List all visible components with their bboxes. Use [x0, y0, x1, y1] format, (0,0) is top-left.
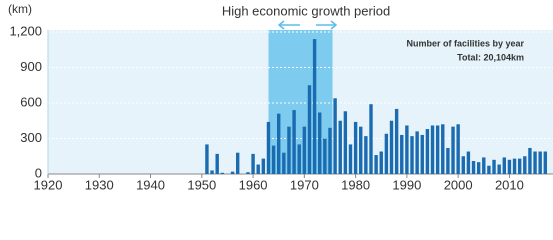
chart: (km) High economic growth period 0 300 600…	[8, 2, 553, 192]
bar	[287, 126, 291, 174]
bar	[359, 126, 363, 174]
x-tick-label: 2010	[495, 177, 524, 192]
bar	[441, 124, 445, 174]
y-tick-label: 600	[20, 94, 42, 109]
bar	[215, 153, 219, 174]
bar	[451, 126, 455, 174]
x-tick-label: 1980	[341, 177, 370, 192]
bar	[528, 147, 532, 174]
y-tick-label: 300	[20, 130, 42, 145]
legend-title: Number of facilities by year	[406, 38, 524, 48]
bar	[256, 164, 260, 174]
bar	[353, 121, 358, 174]
bar	[328, 127, 332, 174]
bar	[333, 98, 337, 174]
x-tick-label: 1970	[290, 177, 319, 192]
bar	[400, 134, 404, 174]
bar	[235, 152, 240, 174]
bar	[318, 112, 322, 174]
bar	[364, 136, 368, 174]
bar	[343, 111, 348, 174]
bar	[307, 85, 312, 174]
bar	[230, 171, 235, 174]
bar	[261, 158, 266, 174]
bar	[476, 162, 481, 174]
bar	[523, 156, 527, 174]
bar	[502, 157, 506, 174]
bar	[538, 151, 542, 174]
bar	[482, 157, 486, 174]
bar	[266, 121, 271, 174]
y-axis-label: (km)	[8, 2, 32, 16]
bar	[312, 39, 317, 174]
bar	[389, 120, 394, 174]
bar	[210, 170, 214, 174]
bar	[394, 108, 399, 174]
x-tick-label: 2000	[444, 177, 473, 192]
bar	[466, 151, 471, 174]
bar	[497, 164, 501, 174]
bar	[292, 110, 296, 174]
bar	[338, 120, 342, 174]
bar	[446, 147, 450, 174]
y-tick-label: 1,200	[9, 23, 42, 38]
bar	[271, 145, 276, 174]
bar	[384, 133, 389, 174]
bar	[471, 160, 476, 174]
x-tick-label: 1960	[239, 177, 268, 192]
bar	[430, 125, 435, 174]
bar	[461, 156, 465, 174]
bar	[205, 144, 209, 174]
y-tick-label: 0	[35, 165, 42, 180]
total-label: Total: 20,104km	[457, 52, 524, 62]
x-tick-label: 1920	[34, 177, 63, 192]
period-arrows	[277, 20, 338, 30]
bar	[517, 158, 522, 174]
bar	[369, 104, 373, 174]
bar	[405, 125, 409, 174]
bar	[492, 159, 496, 174]
bar	[507, 159, 512, 174]
bar	[410, 136, 414, 174]
x-tick-label: 1930	[85, 177, 114, 192]
x-tick-label: 1990	[392, 177, 421, 192]
bar	[246, 172, 250, 174]
bar	[220, 172, 225, 174]
bar	[533, 151, 537, 174]
x-tick-label: 1950	[187, 177, 216, 192]
bar	[435, 125, 440, 174]
bar	[512, 158, 517, 174]
bar	[282, 152, 286, 174]
bar	[277, 113, 281, 174]
bar	[420, 134, 424, 174]
bar	[487, 165, 491, 174]
bar	[251, 153, 255, 174]
bar	[323, 138, 327, 174]
x-tick-label: 1940	[136, 177, 165, 192]
bar	[425, 129, 430, 174]
bar	[456, 124, 460, 174]
bar	[415, 131, 419, 174]
bar	[374, 155, 378, 174]
bar	[302, 126, 307, 174]
bar	[348, 144, 353, 174]
bar	[297, 144, 301, 174]
chart-title: High economic growth period	[222, 3, 390, 18]
bar	[379, 151, 383, 174]
bar	[543, 151, 548, 174]
y-tick-label: 900	[20, 59, 42, 74]
